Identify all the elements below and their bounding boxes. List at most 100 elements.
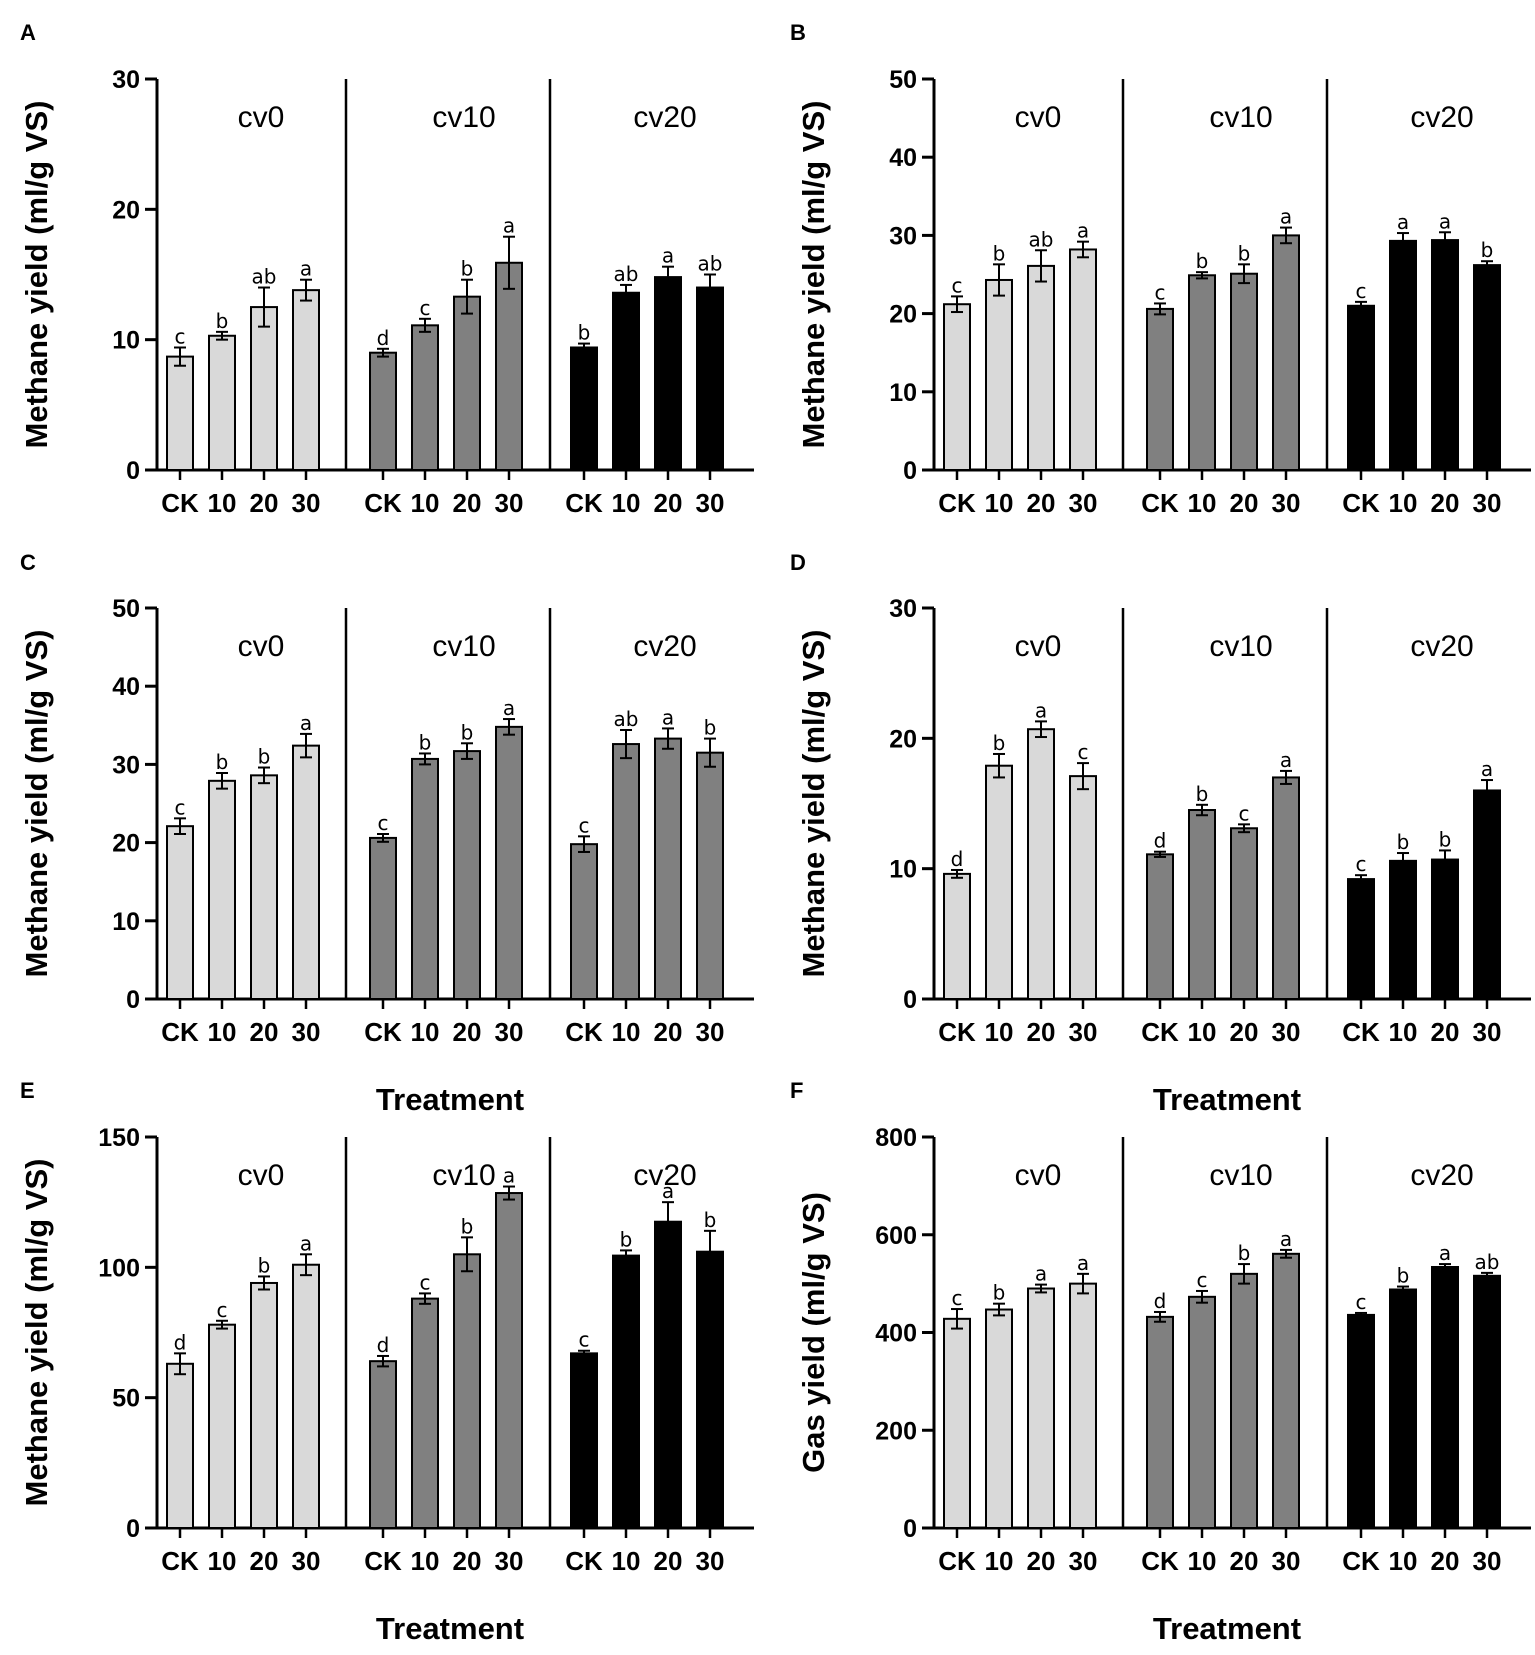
panel-letter: D: [790, 550, 806, 575]
y-axis-label: Gas yield (ml/g VS): [796, 1192, 831, 1473]
bar: [1027, 1287, 1055, 1529]
x-tick-label: 30: [292, 1017, 321, 1047]
significance-letter: c: [1197, 1268, 1208, 1292]
significance-letter: c: [1356, 1290, 1367, 1314]
x-tick-label: 30: [1272, 1017, 1301, 1047]
y-tick-label: 30: [889, 595, 917, 623]
significance-letter: d: [377, 326, 390, 350]
x-tick-label: 10: [612, 488, 641, 518]
y-tick-label: 40: [889, 144, 917, 172]
significance-letter: d: [951, 847, 964, 871]
x-tick-label: CK: [1141, 1546, 1179, 1576]
bar: [1146, 853, 1174, 1001]
x-tick-label: CK: [938, 1546, 976, 1576]
bar: [943, 303, 971, 471]
x-tick-label: 20: [1230, 1546, 1259, 1576]
group-label: cv10: [432, 1159, 495, 1192]
y-tick-label: 10: [889, 379, 917, 407]
significance-letter: b: [993, 1281, 1006, 1305]
y-axis-label: Methane yield (ml/g VS): [19, 101, 54, 449]
bar: [612, 291, 640, 471]
panel-letter: A: [20, 20, 36, 45]
significance-letter: b: [216, 750, 229, 774]
y-tick-label: 800: [875, 1124, 917, 1152]
significance-letter: a: [1280, 748, 1292, 772]
group-label: cv20: [633, 101, 696, 134]
x-tick-label: CK: [1342, 488, 1380, 518]
bar: [985, 764, 1013, 1000]
bar: [612, 743, 640, 1000]
x-tick-label: 20: [654, 1017, 683, 1047]
x-tick-label: 10: [1389, 1017, 1418, 1047]
y-tick-label: 20: [889, 725, 917, 753]
significance-letter: b: [461, 720, 474, 744]
x-tick-label: 30: [1272, 488, 1301, 518]
bar: [570, 346, 598, 471]
x-tick-label: 10: [411, 488, 440, 518]
y-axis-label: Methane yield (ml/g VS): [19, 1159, 54, 1507]
group-label: cv20: [1410, 101, 1473, 134]
significance-letter: c: [579, 813, 590, 837]
bar: [453, 750, 481, 1001]
bar: [1146, 1315, 1174, 1529]
bar: [985, 278, 1013, 471]
significance-letter: b: [1238, 1241, 1251, 1265]
bar: [1230, 1272, 1258, 1529]
bar: [1069, 248, 1097, 471]
bar: [654, 1220, 682, 1529]
significance-letter: b: [993, 241, 1006, 265]
bar: [495, 1192, 523, 1529]
x-tick-label: 30: [696, 488, 725, 518]
significance-letter: c: [175, 324, 186, 348]
bar: [495, 725, 523, 1000]
group-label: cv10: [1209, 630, 1272, 663]
chart-panel-f: F Gas yield (ml/g VS) 0 200 400 600 800 cv0 c CK b…: [790, 1078, 1531, 1646]
x-tick-label: 30: [1473, 488, 1502, 518]
x-tick-label: 10: [208, 1546, 237, 1576]
significance-letter: a: [503, 214, 515, 238]
group-label: cv20: [633, 1159, 696, 1192]
significance-letter: b: [461, 1214, 474, 1238]
bar: [1188, 1295, 1216, 1530]
x-tick-label: 10: [1188, 1546, 1217, 1576]
x-tick-label: 10: [1389, 1546, 1418, 1576]
x-tick-label: 10: [1389, 488, 1418, 518]
bar: [166, 355, 194, 471]
x-tick-label: 20: [1027, 488, 1056, 518]
significance-letter: a: [1397, 210, 1409, 234]
bar: [411, 324, 439, 471]
x-axis-label: Treatment: [376, 1082, 524, 1117]
significance-letter: a: [1439, 209, 1451, 233]
bar: [943, 872, 971, 1001]
x-tick-label: 20: [1431, 1546, 1460, 1576]
bar: [1389, 859, 1417, 1001]
significance-letter: a: [300, 257, 312, 281]
significance-letter: c: [1356, 852, 1367, 876]
bar: [1389, 239, 1417, 471]
group-label: cv10: [1209, 101, 1272, 134]
bar: [292, 289, 320, 472]
panel-letter: B: [790, 20, 806, 45]
significance-letter: a: [1035, 1262, 1047, 1286]
significance-letter: c: [579, 1328, 590, 1352]
bar: [696, 751, 724, 1000]
significance-letter: b: [258, 745, 271, 769]
x-tick-label: 20: [250, 488, 279, 518]
x-tick-label: 10: [208, 488, 237, 518]
x-tick-label: 20: [250, 1017, 279, 1047]
significance-letter: a: [1077, 219, 1089, 243]
significance-letter: b: [578, 321, 591, 345]
significance-letter: c: [952, 273, 963, 297]
bar: [453, 295, 481, 472]
bar: [1272, 234, 1300, 471]
significance-letter: d: [1154, 829, 1167, 853]
x-tick-label: 20: [654, 1546, 683, 1576]
significance-letter: b: [1481, 238, 1494, 262]
significance-letter: c: [952, 1286, 963, 1310]
x-tick-label: 20: [250, 1546, 279, 1576]
significance-letter: c: [420, 1270, 431, 1294]
panel-letter: E: [20, 1078, 35, 1103]
bar: [1069, 1282, 1097, 1529]
chart-panel-e: E Methane yield (ml/g VS) 0 50 100 150 cv0 d CK c…: [19, 1078, 754, 1646]
